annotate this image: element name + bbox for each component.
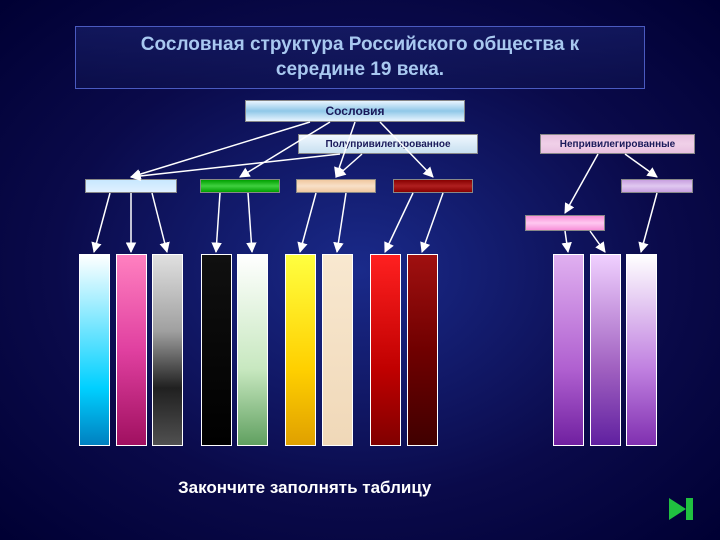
bar-6 (322, 254, 353, 446)
arrow-10 (152, 193, 167, 252)
bar-7 (370, 254, 401, 446)
bar-2 (152, 254, 183, 446)
node-semi: Полупривилегированное (298, 134, 478, 154)
node-g2 (200, 179, 280, 193)
bar-10 (590, 254, 621, 446)
page-title: Сословная структура Российского общества… (75, 26, 645, 89)
arrow-19 (641, 193, 657, 252)
node-g1 (85, 179, 177, 193)
node-g4 (393, 179, 473, 193)
arrow-17 (565, 231, 568, 252)
bar-1 (116, 254, 147, 446)
arrow-13 (300, 193, 316, 252)
arrow-0 (131, 122, 310, 177)
arrow-11 (216, 193, 220, 252)
arrow-6 (565, 154, 598, 213)
node-g5 (525, 215, 605, 231)
arrow-18 (590, 231, 605, 252)
arrow-5 (336, 154, 362, 177)
arrow-15 (385, 193, 413, 252)
bar-5 (285, 254, 316, 446)
arrow-7 (625, 154, 657, 177)
bar-9 (553, 254, 584, 446)
node-root: Сословия (245, 100, 465, 122)
bar-8 (407, 254, 438, 446)
arrow-12 (248, 193, 252, 252)
arrow-8 (94, 193, 110, 252)
node-g6 (621, 179, 693, 193)
arrow-16 (422, 193, 443, 252)
bar-11 (626, 254, 657, 446)
footer-text: Закончите заполнять таблицу (178, 478, 431, 498)
arrow-14 (337, 193, 346, 252)
bar-0 (79, 254, 110, 446)
arrow-right-icon (666, 494, 696, 524)
arrow-4 (131, 154, 340, 177)
next-button[interactable] (666, 494, 696, 524)
node-non: Непривилегированные (540, 134, 695, 154)
node-g3 (296, 179, 376, 193)
bar-4 (237, 254, 268, 446)
bar-3 (201, 254, 232, 446)
